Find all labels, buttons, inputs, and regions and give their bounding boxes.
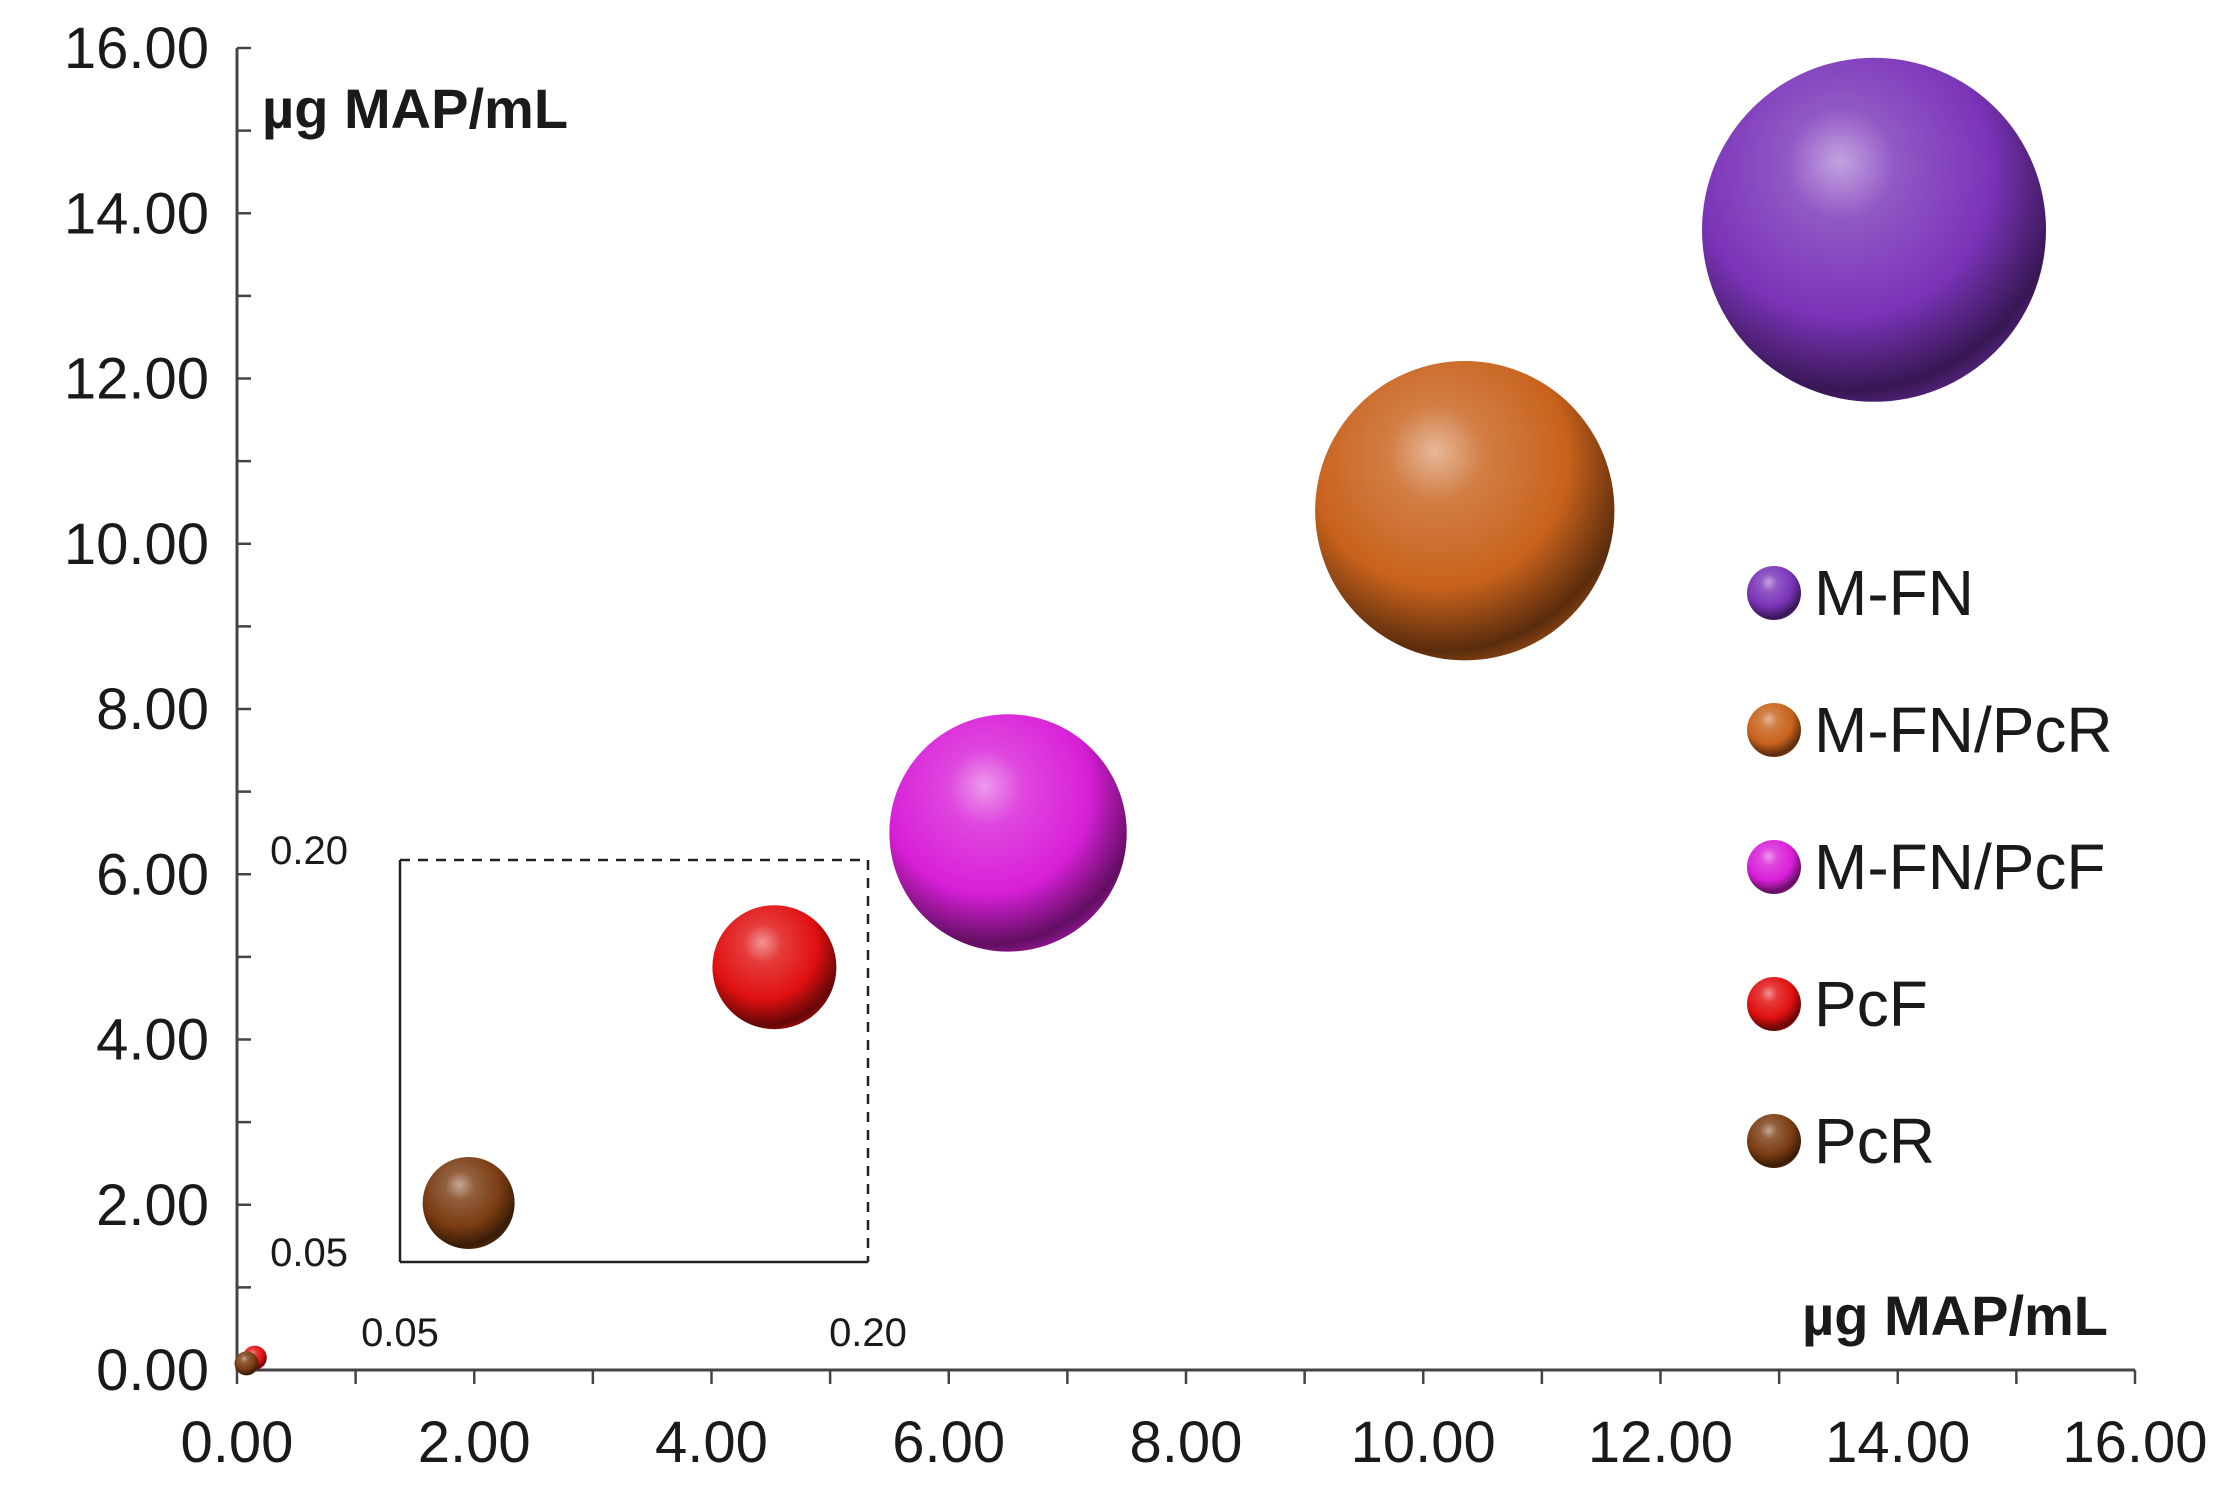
legend-label-m-fn-pcr: M-FN/PcR <box>1814 694 2113 766</box>
inset-y-tick-label: 0.05 <box>270 1231 348 1275</box>
inset-x-tick-label: 0.05 <box>361 1311 439 1355</box>
y-tick-label: 14.00 <box>64 181 209 246</box>
x-tick-label: 14.00 <box>1825 1410 1970 1475</box>
x-axis-title: µg MAP/mL <box>1802 1284 2108 1347</box>
y-tick-label: 16.00 <box>64 16 209 81</box>
legend-marker-pcf <box>1747 977 1801 1031</box>
y-axis-title: µg MAP/mL <box>262 77 568 140</box>
legend-marker-m-fn-pcr <box>1747 703 1801 757</box>
legend-label-m-fn: M-FN <box>1814 557 1974 629</box>
inset-y-tick-label: 0.20 <box>270 829 348 873</box>
bubbles <box>234 57 2047 1376</box>
x-tick-label: 0.00 <box>181 1410 294 1475</box>
x-tick-label: 8.00 <box>1130 1410 1243 1475</box>
x-tick-label: 16.00 <box>2062 1410 2207 1475</box>
inset-bubble-pcr <box>422 1157 515 1250</box>
legend-label-m-fn-pcf: M-FN/PcF <box>1814 831 2106 903</box>
bubble-m-fn-pcr <box>1315 361 1615 661</box>
y-tick-label: 6.00 <box>96 842 209 907</box>
legend-label-pcf: PcF <box>1814 968 1928 1040</box>
axis-ticks: 0.00 2.00 4.00 6.00 8.00 10.00 12.00 14.00 16.00… <box>64 16 2208 1475</box>
y-tick-label: 8.00 <box>96 677 209 742</box>
y-tick-label: 0.00 <box>96 1338 209 1403</box>
y-tick-label: 2.00 <box>96 1173 209 1238</box>
bubble-pcr <box>234 1351 259 1376</box>
y-tick-label: 10.00 <box>64 512 209 577</box>
inset-bubble-pcf <box>712 905 837 1030</box>
x-tick-label: 2.00 <box>418 1410 531 1475</box>
legend-label-pcr: PcR <box>1814 1105 1935 1177</box>
y-tick-label: 4.00 <box>96 1008 209 1073</box>
bubble-m-fn <box>1702 57 2047 402</box>
legend: M-FN M-FN/PcR M-FN/PcF PcF PcR <box>1747 557 2113 1177</box>
x-tick-label: 4.00 <box>655 1410 768 1475</box>
y-tick-label: 12.00 <box>64 347 209 412</box>
x-tick-label: 12.00 <box>1588 1410 1733 1475</box>
bubble-m-fn-pcf <box>889 714 1127 952</box>
inset-x-tick-label: 0.20 <box>829 1311 907 1355</box>
legend-marker-m-fn <box>1747 566 1801 620</box>
x-tick-label: 10.00 <box>1351 1410 1496 1475</box>
x-tick-label: 6.00 <box>892 1410 1005 1475</box>
legend-marker-m-fn-pcf <box>1747 840 1801 894</box>
inset-zoom: 0.05 0.20 0.05 0.20 <box>270 829 907 1355</box>
legend-marker-pcr <box>1747 1114 1801 1168</box>
inset-frame-dashed <box>400 858 870 1262</box>
